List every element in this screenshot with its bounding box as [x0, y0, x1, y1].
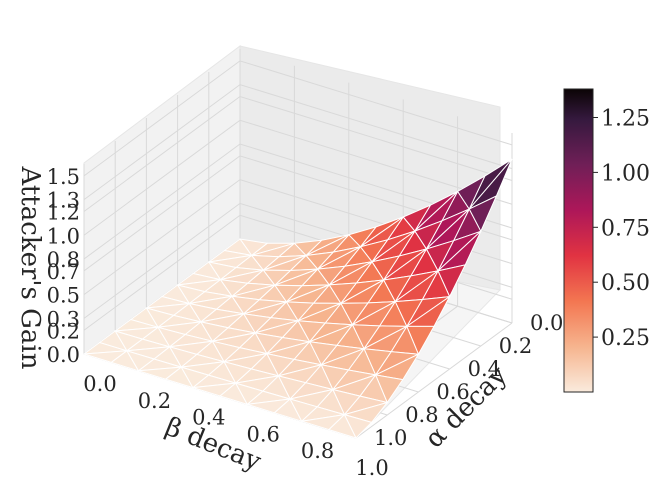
colorbar-ticks: 0.25 0.50 0.75 1.00 1.25	[593, 107, 650, 351]
z-tick-label: 0.7	[47, 260, 80, 284]
surface-facet	[301, 413, 346, 431]
colorbar-tick-label: 0.25	[601, 326, 650, 351]
colorbar-tick-label: 0.50	[601, 271, 650, 296]
surface-facet	[83, 350, 129, 363]
z-tick-label: 0.2	[47, 319, 80, 343]
y-tick-label: 1.0	[374, 426, 407, 450]
z-tick-label: 1.5	[47, 165, 80, 189]
y-tick-label: 0.0	[530, 311, 563, 335]
surface-facet	[247, 398, 292, 414]
y-tick-labels: 0.00.20.40.60.81.0	[374, 311, 563, 450]
x-tick-labels: 0.0 0.2 0.4 0.6 0.8 1.0	[83, 372, 388, 480]
x-tick-label: 0.6	[246, 422, 279, 446]
z-axis-label: Attacker's Gain	[15, 166, 45, 370]
z-tick-label: 1.2	[47, 201, 80, 225]
y-tick-label: 0.6	[436, 380, 469, 404]
x-tick-label: 0.8	[301, 439, 334, 463]
z-tick-label: 1.3	[47, 189, 80, 213]
gain-surface	[82, 158, 513, 439]
z-tick-label: 1.0	[47, 224, 80, 248]
y-tick-label: 0.4	[468, 357, 501, 381]
x-tick-label: 1.0	[355, 456, 388, 480]
surface-facet	[138, 366, 183, 380]
colorbar-tick-label: 1.25	[601, 107, 650, 132]
z-tick-label: 0.0	[47, 343, 80, 367]
y-tick-label: 0.2	[499, 334, 532, 358]
z-tick-label: 0.5	[47, 284, 80, 308]
z-tick-label: 0.8	[47, 248, 80, 272]
z-tick-label: 0.3	[47, 307, 80, 331]
colorbar	[563, 88, 594, 393]
x-tick-label: 0.4	[192, 406, 225, 430]
colorbar-tick-label: 0.75	[601, 216, 650, 241]
x-tick-label: 0.0	[83, 372, 116, 396]
surface-facet	[192, 382, 238, 397]
z-tick-labels: 0.00.20.30.50.70.81.01.21.31.5	[47, 165, 80, 367]
y-tick-label: 0.8	[405, 403, 438, 427]
x-tick-label: 0.2	[138, 389, 171, 413]
colorbar-tick-label: 1.00	[601, 161, 650, 186]
